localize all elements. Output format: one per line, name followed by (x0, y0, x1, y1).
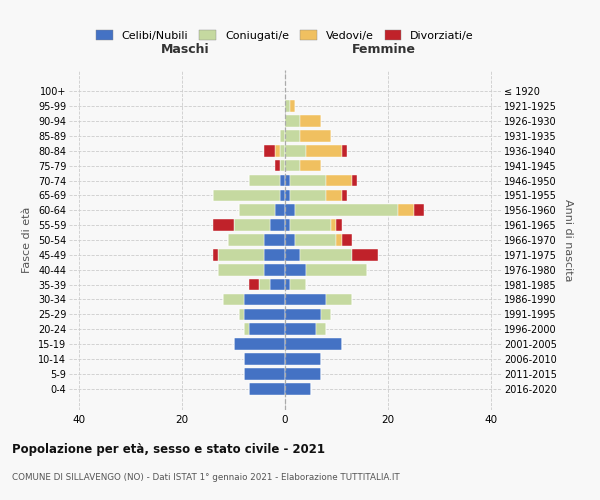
Text: Popolazione per età, sesso e stato civile - 2021: Popolazione per età, sesso e stato civil… (12, 442, 325, 456)
Bar (295, 204, 398, 216)
Bar (280, 130, 285, 141)
Bar (285, 338, 341, 350)
Bar (316, 324, 326, 335)
Bar (305, 264, 367, 276)
Bar (285, 190, 290, 201)
Bar (229, 234, 265, 246)
Bar (265, 234, 285, 246)
Bar (305, 145, 341, 156)
Bar (265, 264, 285, 276)
Bar (331, 220, 337, 231)
Bar (341, 145, 347, 156)
Bar (285, 130, 301, 141)
Bar (285, 204, 295, 216)
Bar (290, 220, 331, 231)
Bar (285, 264, 305, 276)
Bar (249, 279, 259, 290)
Bar (290, 279, 305, 290)
Bar (265, 249, 285, 260)
Bar (398, 204, 413, 216)
Bar (275, 204, 285, 216)
Bar (285, 160, 301, 172)
Y-axis label: Fasce di età: Fasce di età (22, 207, 32, 273)
Bar (239, 204, 275, 216)
Text: Femmine: Femmine (352, 44, 416, 57)
Bar (290, 174, 326, 186)
Bar (285, 145, 305, 156)
Bar (213, 190, 280, 201)
Bar (341, 190, 347, 201)
Bar (239, 308, 244, 320)
Bar (244, 308, 285, 320)
Bar (285, 279, 290, 290)
Bar (233, 338, 285, 350)
Bar (249, 174, 280, 186)
Bar (285, 115, 301, 127)
Bar (352, 174, 357, 186)
Bar (244, 294, 285, 306)
Bar (223, 294, 244, 306)
Bar (280, 145, 285, 156)
Bar (275, 160, 280, 172)
Bar (321, 308, 331, 320)
Bar (265, 145, 275, 156)
Bar (259, 279, 269, 290)
Bar (301, 130, 331, 141)
Bar (341, 234, 352, 246)
Bar (301, 160, 321, 172)
Bar (301, 115, 321, 127)
Bar (290, 190, 326, 201)
Bar (213, 249, 218, 260)
Bar (285, 308, 321, 320)
Bar (301, 249, 352, 260)
Bar (413, 204, 424, 216)
Bar (249, 383, 285, 394)
Bar (326, 174, 352, 186)
Bar (285, 220, 290, 231)
Bar (218, 249, 265, 260)
Bar (337, 234, 341, 246)
Legend: Celibi/Nubili, Coniugati/e, Vedovi/e, Divorziati/e: Celibi/Nubili, Coniugati/e, Vedovi/e, Di… (92, 26, 478, 46)
Bar (249, 324, 285, 335)
Bar (269, 279, 285, 290)
Bar (285, 294, 326, 306)
Bar (280, 160, 285, 172)
Bar (285, 234, 295, 246)
Bar (295, 234, 337, 246)
Bar (275, 145, 280, 156)
Bar (285, 368, 321, 380)
Bar (285, 100, 290, 112)
Bar (290, 100, 295, 112)
Bar (233, 220, 269, 231)
Bar (244, 368, 285, 380)
Y-axis label: Anni di nascita: Anni di nascita (563, 198, 574, 281)
Bar (326, 190, 341, 201)
Bar (218, 264, 265, 276)
Bar (285, 324, 316, 335)
Bar (285, 174, 290, 186)
Bar (280, 174, 285, 186)
Bar (213, 220, 233, 231)
Text: Maschi: Maschi (161, 44, 210, 57)
Text: COMUNE DI SILLAVENGO (NO) - Dati ISTAT 1° gennaio 2021 - Elaborazione TUTTITALIA: COMUNE DI SILLAVENGO (NO) - Dati ISTAT 1… (12, 472, 400, 482)
Bar (280, 190, 285, 201)
Bar (326, 294, 352, 306)
Bar (285, 249, 301, 260)
Bar (244, 353, 285, 365)
Bar (285, 383, 311, 394)
Bar (269, 220, 285, 231)
Bar (352, 249, 377, 260)
Bar (337, 220, 341, 231)
Bar (244, 324, 249, 335)
Bar (285, 353, 321, 365)
